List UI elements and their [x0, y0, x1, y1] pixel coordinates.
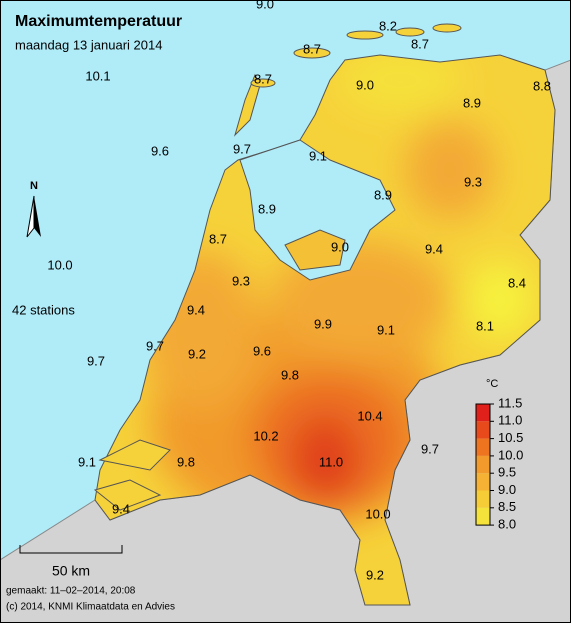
station-value: 8.1 [476, 318, 494, 333]
station-value: 9.6 [151, 143, 169, 158]
islands [93, 23, 462, 511]
made-note: gemaakt: 11–02–2014, 20:08 [6, 586, 136, 597]
station-value: 9.6 [253, 343, 271, 358]
legend-label: 11.0 [498, 413, 522, 428]
legend-label: 9.0 [498, 482, 516, 497]
station-value: 9.9 [314, 316, 332, 331]
legend-swatch [476, 421, 490, 439]
station-value: 9.2 [188, 346, 206, 361]
station-value: 10.0 [365, 506, 390, 521]
legend-swatch [476, 473, 490, 491]
legend-label: 9.5 [498, 465, 516, 480]
station-value: 9.3 [464, 174, 482, 189]
station-value: 10.4 [357, 408, 382, 423]
station-value: 9.4 [425, 241, 443, 256]
scale-label: 50 km [52, 563, 90, 579]
legend-swatch [476, 404, 490, 422]
station-value: 9.0 [331, 239, 349, 254]
ijsselmeer [239, 139, 396, 281]
station-value: 8.7 [411, 36, 429, 51]
station-value: 9.0 [256, 0, 274, 11]
subtitle: maandag 13 januari 2014 [15, 37, 162, 52]
station-value: 8.7 [303, 41, 321, 56]
legend-swatch [476, 438, 490, 456]
station-value: 10.2 [253, 428, 278, 443]
station-value: 10.0 [47, 257, 72, 272]
station-value: 9.7 [146, 338, 164, 353]
title: Maximumtemperatuur [15, 13, 182, 30]
station-value: 8.2 [379, 18, 397, 33]
stations: 9.0 8.2 8.7 8.7 10.1 8.7 9.0 8.8 8.9 9.6 9.7 9.1 9.3… [47, 0, 551, 582]
station-value: 9.1 [78, 454, 96, 469]
station-value: 9.7 [87, 353, 105, 368]
legend-label: 8.0 [498, 517, 516, 532]
station-value: 8.9 [463, 95, 481, 110]
legend-frame [475, 403, 491, 526]
copyright: (c) 2014, KNMI Klimaatdata en Advies [6, 602, 175, 613]
station-value: 8.7 [254, 71, 272, 86]
station-value: 8.7 [209, 231, 227, 246]
station-value: 9.2 [366, 567, 384, 582]
legend-label: 10.5 [498, 430, 523, 445]
station-value: 9.3 [232, 273, 250, 288]
station-value: 8.9 [374, 187, 392, 202]
legend-swatch [476, 455, 490, 474]
station-value: 9.0 [356, 77, 374, 92]
station-value: 8.9 [258, 201, 276, 216]
legend-swatch [476, 490, 490, 508]
legend-swatch [476, 507, 490, 526]
legend-label: 8.5 [498, 499, 516, 514]
legend-label: 10.0 [498, 447, 523, 462]
station-value: 11.0 [319, 454, 343, 469]
station-value: 9.8 [281, 367, 299, 382]
station-value: 9.7 [233, 141, 251, 156]
stations-count: 42 stations [12, 302, 75, 317]
station-value: 9.4 [187, 302, 205, 317]
legend-label: 11.5 [498, 395, 522, 410]
north-arrow [34, 196, 41, 237]
legend: °C 11.5 11.0 10.5 10.0 9.5 9.0 8.5 8.0 [475, 378, 523, 532]
station-value: 9.1 [309, 148, 327, 163]
flevoland [284, 229, 346, 271]
station-value: 9.1 [377, 322, 395, 337]
station-value: 9.4 [112, 501, 130, 516]
station-value: 8.8 [533, 78, 551, 93]
north-label: N [30, 180, 38, 192]
legend-unit: °C [486, 378, 498, 390]
station-value: 10.1 [85, 68, 110, 83]
station-value: 9.8 [177, 454, 195, 469]
station-value: 9.7 [421, 441, 439, 456]
station-value: 8.4 [508, 275, 526, 290]
scale-bar [19, 545, 123, 554]
